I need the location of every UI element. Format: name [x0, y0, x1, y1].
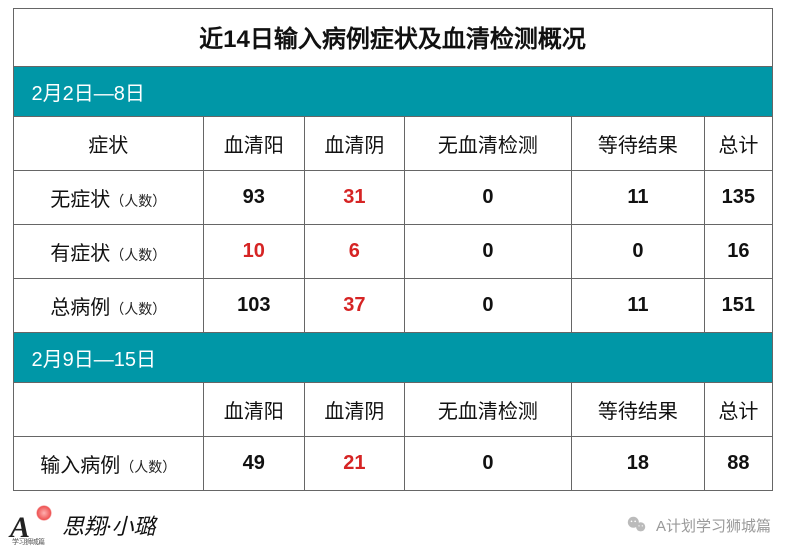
cell: 11	[571, 279, 705, 333]
author-name: 思翔·小璐	[62, 509, 156, 541]
cell: 49	[204, 437, 305, 491]
date-range-1: 2月2日—8日	[14, 67, 772, 117]
row-label: 有症状（人数）	[14, 225, 204, 279]
table-row: 无症状（人数） 93 31 0 11 135	[14, 171, 772, 225]
cell: 11	[571, 171, 705, 225]
col-header: 等待结果	[571, 117, 705, 171]
table-title: 近14日输入病例症状及血清检测概况	[14, 9, 772, 67]
cell: 16	[705, 225, 772, 279]
col-header: 等待结果	[571, 383, 705, 437]
cell: 0	[405, 171, 572, 225]
cell: 31	[304, 171, 405, 225]
cell: 6	[304, 225, 405, 279]
col-header: 血清阳	[204, 117, 305, 171]
cell: 135	[705, 171, 772, 225]
col-header: 无血清检测	[405, 117, 572, 171]
section1-header-row: 症状 血清阳 血清阴 无血清检测 等待结果 总计	[14, 117, 772, 171]
wechat-icon	[626, 514, 648, 536]
cell: 103	[204, 279, 305, 333]
col-header: 总计	[705, 383, 772, 437]
row-label: 总病例（人数）	[14, 279, 204, 333]
header-label-2	[14, 383, 204, 437]
cell: 18	[571, 437, 705, 491]
table-row: 输入病例（人数） 49 21 0 18 88	[14, 437, 772, 491]
cell: 93	[204, 171, 305, 225]
row-label: 输入病例（人数）	[14, 437, 204, 491]
cell: 37	[304, 279, 405, 333]
cell: 88	[705, 437, 772, 491]
cell: 0	[405, 279, 572, 333]
table-row: 总病例（人数） 103 37 0 11 151	[14, 279, 772, 333]
col-header: 无血清检测	[405, 383, 572, 437]
footer-right: A计划学习狮城篇	[626, 514, 771, 536]
cell: 0	[405, 225, 572, 279]
cell: 151	[705, 279, 772, 333]
cell: 21	[304, 437, 405, 491]
col-header: 血清阴	[304, 383, 405, 437]
data-table: 近14日输入病例症状及血清检测概况 2月2日—8日 症状 血清阳 血清阴 无血清…	[13, 8, 773, 491]
footer: A 学习狮城篇 思翔·小璐 A计划学习狮城篇	[0, 500, 785, 550]
footer-left: A 学习狮城篇 思翔·小璐	[10, 507, 156, 543]
col-header: 总计	[705, 117, 772, 171]
header-label-1: 症状	[14, 117, 204, 171]
date-range-2: 2月9日—15日	[14, 332, 772, 383]
table-row: 有症状（人数） 10 6 0 0 16	[14, 225, 772, 279]
cell: 0	[405, 437, 572, 491]
col-header: 血清阳	[204, 383, 305, 437]
section2-header-row: 血清阳 血清阴 无血清检测 等待结果 总计	[14, 383, 772, 437]
cell: 0	[571, 225, 705, 279]
col-header: 血清阴	[304, 117, 405, 171]
cell: 10	[204, 225, 305, 279]
logo-icon: A 学习狮城篇	[10, 507, 48, 543]
section1-table: 症状 血清阳 血清阴 无血清检测 等待结果 总计 无症状（人数） 93 31 0…	[14, 117, 772, 332]
source-text: A计划学习狮城篇	[656, 515, 771, 536]
row-label: 无症状（人数）	[14, 171, 204, 225]
section2-table: 血清阳 血清阴 无血清检测 等待结果 总计 输入病例（人数） 49 21 0 1…	[14, 383, 772, 490]
